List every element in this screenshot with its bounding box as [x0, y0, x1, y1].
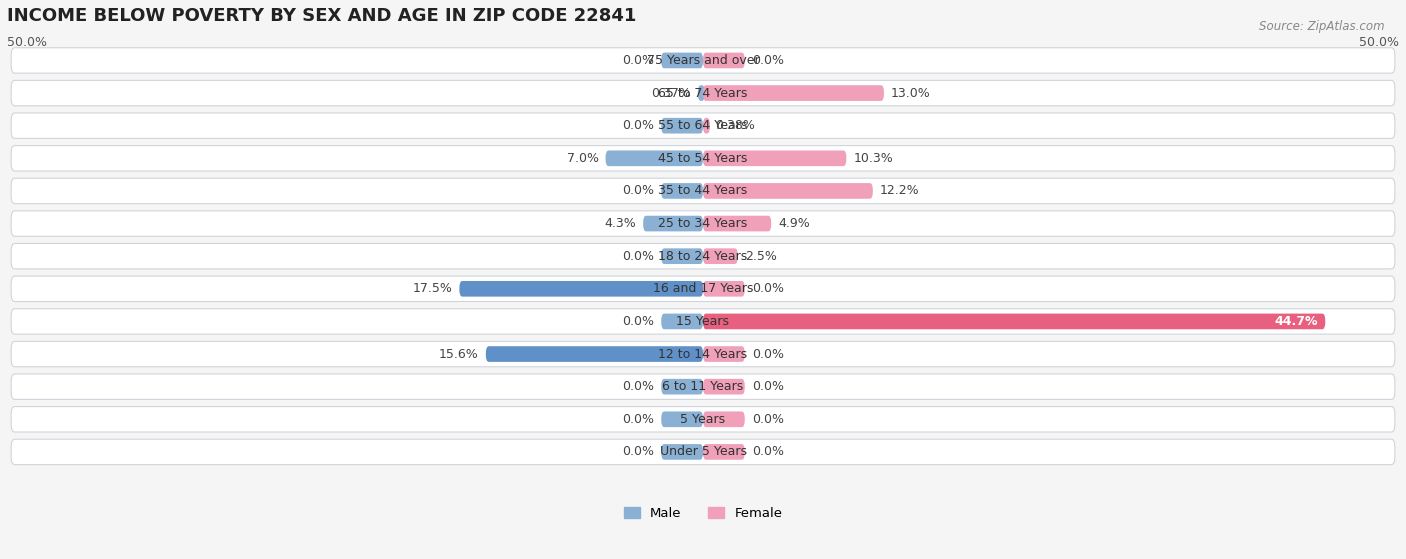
Text: 50.0%: 50.0%: [7, 36, 46, 49]
Text: 18 to 24 Years: 18 to 24 Years: [658, 250, 748, 263]
FancyBboxPatch shape: [703, 314, 1326, 329]
FancyBboxPatch shape: [703, 379, 745, 395]
Text: 0.0%: 0.0%: [623, 184, 654, 197]
FancyBboxPatch shape: [11, 374, 1395, 399]
Text: 0.37%: 0.37%: [651, 87, 690, 100]
FancyBboxPatch shape: [703, 444, 745, 459]
Text: 0.0%: 0.0%: [623, 54, 654, 67]
Legend: Male, Female: Male, Female: [619, 501, 787, 525]
Text: 0.38%: 0.38%: [716, 119, 755, 132]
FancyBboxPatch shape: [661, 379, 703, 395]
Text: 50.0%: 50.0%: [1360, 36, 1399, 49]
Text: 44.7%: 44.7%: [1275, 315, 1319, 328]
FancyBboxPatch shape: [11, 113, 1395, 139]
Text: 55 to 64 Years: 55 to 64 Years: [658, 119, 748, 132]
FancyBboxPatch shape: [661, 248, 703, 264]
FancyBboxPatch shape: [703, 150, 846, 166]
FancyBboxPatch shape: [11, 406, 1395, 432]
FancyBboxPatch shape: [11, 309, 1395, 334]
Text: 2.5%: 2.5%: [745, 250, 776, 263]
FancyBboxPatch shape: [697, 85, 704, 101]
Text: 0.0%: 0.0%: [623, 446, 654, 458]
Text: 4.9%: 4.9%: [778, 217, 810, 230]
FancyBboxPatch shape: [703, 411, 745, 427]
FancyBboxPatch shape: [11, 211, 1395, 236]
Text: 0.0%: 0.0%: [752, 282, 783, 295]
Text: 5 Years: 5 Years: [681, 413, 725, 426]
FancyBboxPatch shape: [661, 411, 703, 427]
Text: 17.5%: 17.5%: [412, 282, 453, 295]
FancyBboxPatch shape: [703, 346, 745, 362]
FancyBboxPatch shape: [703, 248, 738, 264]
FancyBboxPatch shape: [11, 178, 1395, 203]
FancyBboxPatch shape: [11, 80, 1395, 106]
FancyBboxPatch shape: [703, 183, 873, 199]
Text: 0.0%: 0.0%: [752, 446, 783, 458]
Text: 65 to 74 Years: 65 to 74 Years: [658, 87, 748, 100]
Text: 12.2%: 12.2%: [880, 184, 920, 197]
Text: Under 5 Years: Under 5 Years: [659, 446, 747, 458]
Text: 10.3%: 10.3%: [853, 152, 893, 165]
FancyBboxPatch shape: [460, 281, 703, 297]
FancyBboxPatch shape: [11, 48, 1395, 73]
Text: 0.0%: 0.0%: [623, 315, 654, 328]
FancyBboxPatch shape: [11, 244, 1395, 269]
FancyBboxPatch shape: [11, 342, 1395, 367]
FancyBboxPatch shape: [703, 53, 745, 68]
Text: 4.3%: 4.3%: [605, 217, 636, 230]
Text: 16 and 17 Years: 16 and 17 Years: [652, 282, 754, 295]
Text: 0.0%: 0.0%: [752, 380, 783, 393]
Text: INCOME BELOW POVERTY BY SEX AND AGE IN ZIP CODE 22841: INCOME BELOW POVERTY BY SEX AND AGE IN Z…: [7, 7, 637, 25]
FancyBboxPatch shape: [703, 281, 745, 297]
Text: 0.0%: 0.0%: [752, 348, 783, 361]
FancyBboxPatch shape: [703, 85, 884, 101]
Text: 0.0%: 0.0%: [752, 413, 783, 426]
FancyBboxPatch shape: [11, 439, 1395, 465]
FancyBboxPatch shape: [703, 118, 710, 134]
Text: 25 to 34 Years: 25 to 34 Years: [658, 217, 748, 230]
Text: 0.0%: 0.0%: [752, 54, 783, 67]
FancyBboxPatch shape: [661, 118, 703, 134]
FancyBboxPatch shape: [703, 216, 772, 231]
FancyBboxPatch shape: [661, 183, 703, 199]
FancyBboxPatch shape: [606, 150, 703, 166]
FancyBboxPatch shape: [661, 444, 703, 459]
Text: 13.0%: 13.0%: [891, 87, 931, 100]
FancyBboxPatch shape: [661, 314, 703, 329]
FancyBboxPatch shape: [643, 216, 703, 231]
Text: 15.6%: 15.6%: [439, 348, 479, 361]
Text: 7.0%: 7.0%: [567, 152, 599, 165]
Text: 0.0%: 0.0%: [623, 119, 654, 132]
Text: 35 to 44 Years: 35 to 44 Years: [658, 184, 748, 197]
Text: 45 to 54 Years: 45 to 54 Years: [658, 152, 748, 165]
Text: 6 to 11 Years: 6 to 11 Years: [662, 380, 744, 393]
Text: 15 Years: 15 Years: [676, 315, 730, 328]
FancyBboxPatch shape: [661, 53, 703, 68]
Text: Source: ZipAtlas.com: Source: ZipAtlas.com: [1260, 20, 1385, 32]
FancyBboxPatch shape: [486, 346, 703, 362]
Text: 0.0%: 0.0%: [623, 413, 654, 426]
Text: 0.0%: 0.0%: [623, 250, 654, 263]
FancyBboxPatch shape: [11, 145, 1395, 171]
Text: 12 to 14 Years: 12 to 14 Years: [658, 348, 748, 361]
FancyBboxPatch shape: [11, 276, 1395, 301]
Text: 0.0%: 0.0%: [623, 380, 654, 393]
Text: 75 Years and over: 75 Years and over: [647, 54, 759, 67]
